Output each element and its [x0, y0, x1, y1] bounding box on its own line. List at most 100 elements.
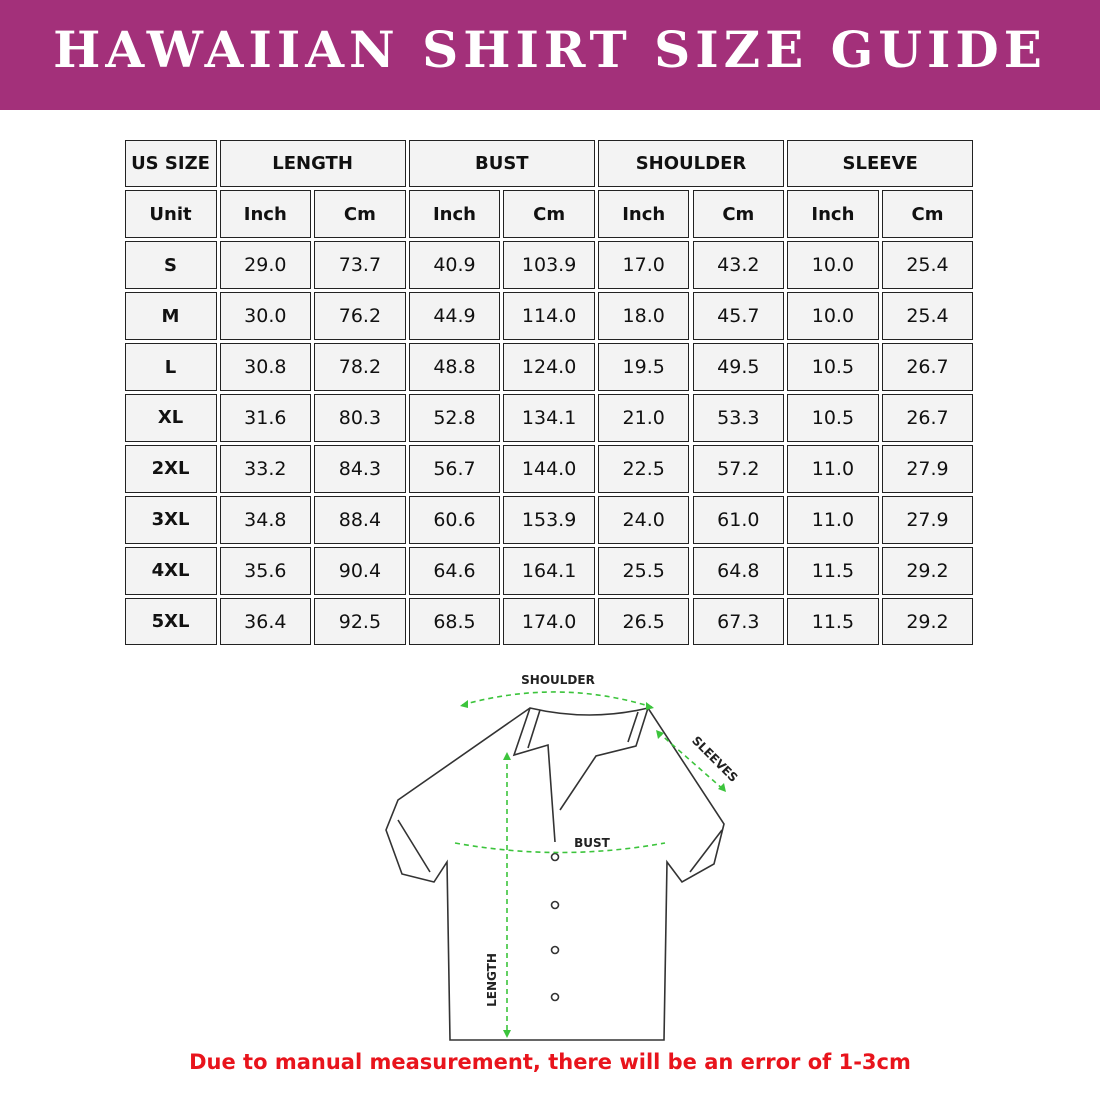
- value-cell: 164.1: [503, 546, 595, 595]
- unit-cell: Cm: [692, 190, 785, 239]
- value-cell: 18.0: [597, 292, 690, 341]
- size-cell: L: [124, 343, 217, 391]
- button: [550, 852, 560, 862]
- value-cell: 53.3: [692, 394, 785, 442]
- banner: [0, 0, 1100, 110]
- value-cell: 56.7: [408, 444, 501, 493]
- value-cell: 26.7: [881, 343, 974, 391]
- length-label: LENGTH: [485, 953, 499, 1007]
- size-cell: 5XL: [124, 597, 217, 646]
- unit-cell: Cm: [881, 190, 974, 239]
- value-cell: 60.6: [408, 495, 501, 544]
- value-cell: 76.2: [314, 292, 406, 341]
- value-cell: 30.8: [219, 343, 312, 391]
- value-cell: 80.3: [314, 394, 406, 442]
- value-cell: 19.5: [597, 343, 690, 391]
- collar-detail: [527, 709, 639, 749]
- value-cell: 144.0: [503, 444, 595, 493]
- arrow: [646, 702, 654, 710]
- value-cell: 10.0: [787, 241, 879, 290]
- button: [550, 992, 560, 1002]
- value-cell: 43.2: [692, 241, 785, 290]
- size-cell: M: [124, 292, 217, 341]
- unit-cell: Cm: [314, 190, 406, 239]
- footer-note: Due to manual measurement, there will be…: [189, 1050, 911, 1074]
- value-cell: 25.4: [881, 241, 974, 290]
- value-cell: 29.2: [881, 546, 974, 595]
- value-cell: 134.1: [503, 394, 595, 442]
- shirt-collar: [512, 707, 649, 843]
- value-cell: 26.7: [881, 394, 974, 442]
- unit-cell: Inch: [787, 190, 879, 239]
- value-cell: 10.5: [787, 394, 879, 442]
- value-cell: 84.3: [314, 444, 406, 493]
- arrow: [718, 783, 726, 792]
- value-cell: 29.2: [881, 597, 974, 646]
- button: [550, 900, 560, 910]
- value-cell: 153.9: [503, 495, 595, 544]
- value-cell: 34.8: [219, 495, 312, 544]
- value-cell: 61.0: [692, 495, 785, 544]
- value-cell: 48.8: [408, 343, 501, 391]
- value-cell: 68.5: [408, 597, 501, 646]
- value-cell: 88.4: [314, 495, 406, 544]
- value-cell: 31.6: [219, 394, 312, 442]
- value-cell: 57.2: [692, 444, 785, 493]
- value-cell: 33.2: [219, 444, 312, 493]
- value-cell: 52.8: [408, 394, 501, 442]
- value-cell: 36.4: [219, 597, 312, 646]
- bust-label: BUST: [574, 836, 611, 850]
- unit-cell: Inch: [219, 190, 312, 239]
- value-cell: 114.0: [503, 292, 595, 341]
- value-cell: 90.4: [314, 546, 406, 595]
- value-cell: 24.0: [597, 495, 690, 544]
- value-cell: 25.5: [597, 546, 690, 595]
- size-cell: S: [124, 241, 217, 290]
- value-cell: 124.0: [503, 343, 595, 391]
- arrow: [503, 752, 511, 760]
- value-cell: 10.5: [787, 343, 879, 391]
- value-cell: 45.7: [692, 292, 785, 341]
- arrow: [656, 730, 664, 739]
- value-cell: 64.6: [408, 546, 501, 595]
- value-cell: 40.9: [408, 241, 501, 290]
- value-cell: 92.5: [314, 597, 406, 646]
- shoulder-label: SHOULDER: [521, 673, 595, 687]
- arrow: [503, 1030, 511, 1038]
- value-cell: 27.9: [881, 495, 974, 544]
- value-cell: 26.5: [597, 597, 690, 646]
- size-cell: 3XL: [124, 495, 217, 544]
- value-cell: 10.0: [787, 292, 879, 341]
- column-header: SHOULDER: [597, 139, 785, 188]
- value-cell: 174.0: [503, 597, 595, 646]
- value-cell: 44.9: [408, 292, 501, 341]
- shirt-body: [385, 707, 725, 1041]
- value-cell: 78.2: [314, 343, 406, 391]
- value-cell: 11.0: [787, 495, 879, 544]
- value-cell: 11.5: [787, 597, 879, 646]
- size-cell: XL: [124, 394, 217, 442]
- value-cell: 22.5: [597, 444, 690, 493]
- size-cell: 2XL: [124, 444, 217, 493]
- value-cell: 73.7: [314, 241, 406, 290]
- value-cell: 30.0: [219, 292, 312, 341]
- column-header: SLEEVE: [787, 139, 974, 188]
- sleeves-label: SLEEVES: [689, 733, 740, 784]
- shoulder-measure: [461, 691, 653, 708]
- column-header: BUST: [408, 139, 595, 188]
- unit-cell: Inch: [597, 190, 690, 239]
- unit-cell: Unit: [124, 190, 217, 239]
- sleeve-measure: [657, 731, 725, 791]
- value-cell: 103.9: [503, 241, 595, 290]
- size-cell: 4XL: [124, 546, 217, 595]
- value-cell: 21.0: [597, 394, 690, 442]
- unit-cell: Cm: [503, 190, 595, 239]
- button: [550, 945, 560, 955]
- value-cell: 17.0: [597, 241, 690, 290]
- title: HAWAIIAN SHIRT SIZE GUIDE: [53, 20, 1047, 79]
- sleeve-cuff: [397, 819, 723, 873]
- value-cell: 29.0: [219, 241, 312, 290]
- unit-cell: Inch: [408, 190, 501, 239]
